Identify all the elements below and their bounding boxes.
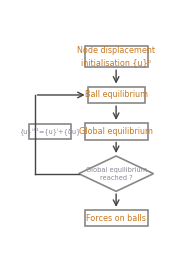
FancyBboxPatch shape	[29, 124, 71, 139]
FancyBboxPatch shape	[85, 123, 147, 140]
FancyBboxPatch shape	[85, 46, 147, 67]
Text: Forces on balls: Forces on balls	[86, 214, 146, 222]
Text: Global equilibrium
reached ?: Global equilibrium reached ?	[85, 167, 147, 181]
FancyBboxPatch shape	[85, 210, 147, 226]
Text: {u}ⁱ⁺¹={u}ⁱ+{δu}: {u}ⁱ⁺¹={u}ⁱ+{δu}	[20, 127, 81, 135]
Text: Global equilibrium: Global equilibrium	[79, 127, 153, 136]
FancyBboxPatch shape	[88, 87, 145, 103]
Text: Ball equilibrium: Ball equilibrium	[85, 90, 148, 100]
Polygon shape	[79, 156, 153, 191]
Text: Node displacement
initialisation {u}⁰: Node displacement initialisation {u}⁰	[77, 46, 155, 67]
